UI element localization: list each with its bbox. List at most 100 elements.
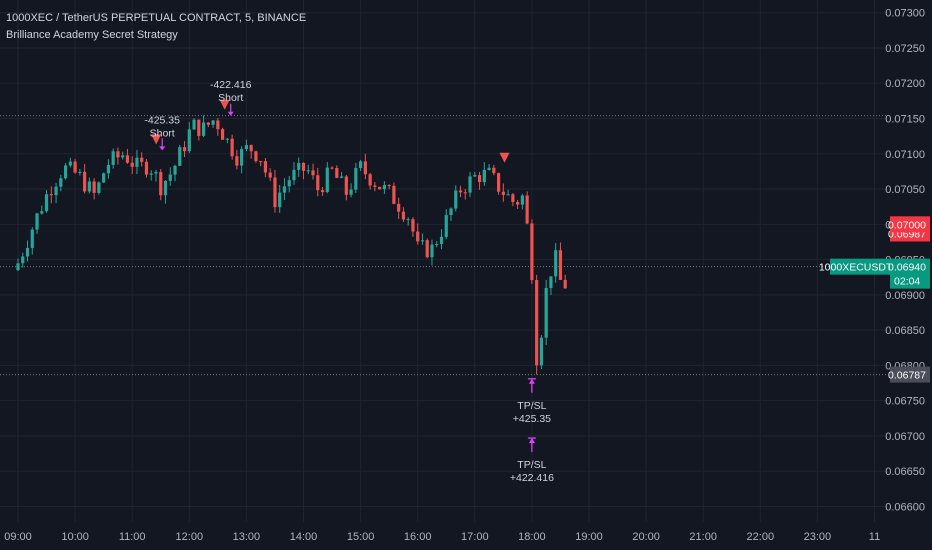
candle	[330, 167, 334, 169]
candle	[344, 176, 348, 195]
candle	[501, 191, 505, 195]
candle	[301, 162, 306, 171]
symbol-title[interactable]: 1000XEC / TetherUS PERPETUAL CONTRACT, 5…	[6, 12, 307, 24]
candle	[544, 287, 548, 338]
x-tick-label: 09:00	[4, 531, 32, 543]
tpsl-label: TP/SL	[517, 459, 546, 471]
x-tick-label: 16:00	[404, 531, 432, 543]
candle	[539, 337, 544, 366]
candle	[154, 172, 158, 174]
signal-sub: Short	[150, 127, 175, 139]
candle	[454, 190, 458, 209]
price-label-text: 0.06787	[888, 370, 926, 382]
x-tick-label: 18:00	[518, 531, 546, 543]
candle	[420, 240, 425, 242]
candle	[63, 165, 68, 179]
candle	[506, 194, 510, 196]
x-axis: 09:00 10:00 11:00 12:00 13:00 14:00 15:00 16:00…	[4, 531, 880, 543]
candle	[254, 151, 258, 162]
candle	[116, 151, 120, 158]
x-tick-label: 20:00	[632, 531, 660, 543]
candle	[30, 229, 34, 248]
candle	[168, 174, 172, 181]
candle	[249, 145, 253, 152]
signal-sub: Short	[218, 92, 243, 104]
candle	[59, 178, 63, 187]
candle	[49, 194, 53, 196]
candle	[425, 240, 429, 258]
candle	[221, 129, 225, 140]
candle	[463, 192, 467, 194]
x-tick-label: 11	[869, 531, 880, 543]
price-label-bg	[890, 258, 930, 289]
x-tick-label: 11:00	[119, 531, 146, 543]
candle	[278, 192, 282, 208]
candle	[306, 170, 310, 172]
candle	[78, 171, 82, 173]
candle	[149, 173, 153, 175]
price-label-text: 0.06940	[888, 262, 926, 274]
candle	[206, 122, 210, 125]
candle	[144, 161, 149, 175]
grid	[0, 0, 886, 522]
short-triangle-icon	[499, 152, 510, 163]
candle	[282, 186, 287, 193]
candle	[92, 181, 96, 193]
tpsl-sub: +425.35	[513, 413, 551, 425]
candle	[354, 168, 358, 190]
indicator-name[interactable]: Brilliance Academy Secret Strategy	[6, 29, 178, 41]
candles	[16, 115, 567, 375]
y-tick-label: 0.07150	[885, 114, 925, 126]
candle	[211, 120, 215, 125]
price-label-text: 0.07000	[888, 219, 926, 231]
candle	[87, 181, 91, 192]
x-tick-label: 13:00	[233, 531, 261, 543]
candle	[240, 149, 244, 166]
chart-legend: 1000XEC / TetherUS PERPETUAL CONTRACT, 5…	[6, 10, 306, 44]
candle	[406, 219, 410, 221]
candle	[492, 167, 496, 174]
y-tick-label: 0.07100	[885, 149, 925, 161]
candle	[349, 189, 353, 195]
countdown-text: 02:04	[894, 276, 920, 288]
candle	[335, 167, 339, 178]
y-tick-label: 0.07200	[885, 78, 925, 90]
candle	[430, 244, 434, 258]
candle	[292, 169, 296, 181]
tpsl-arrow-head-icon	[528, 438, 535, 444]
signal-label: -425.35	[144, 114, 180, 126]
price-label: 0.07000	[888, 216, 930, 233]
candle	[554, 250, 558, 277]
candle	[97, 182, 101, 193]
candle	[444, 215, 448, 237]
x-tick-label: 10:00	[61, 531, 89, 543]
candle	[378, 186, 382, 190]
y-tick-label: 0.07250	[885, 43, 925, 55]
candle	[468, 176, 472, 193]
candle	[35, 213, 39, 230]
candle	[40, 211, 44, 214]
candle	[520, 195, 524, 205]
candle	[268, 172, 272, 178]
y-tick-label: 0.06900	[885, 290, 925, 302]
candle	[140, 157, 144, 162]
candle	[359, 161, 363, 169]
x-tick-label: 15:00	[347, 531, 375, 543]
candle	[392, 185, 396, 204]
candle	[83, 171, 87, 192]
candle	[182, 147, 187, 152]
exit-arrow-head-icon	[159, 146, 166, 151]
candle	[397, 203, 401, 212]
symbol-tag-bg	[830, 258, 890, 275]
price-label-bg	[890, 366, 930, 383]
candle	[106, 164, 111, 174]
candle	[21, 256, 25, 264]
candle	[482, 169, 486, 183]
candle	[173, 165, 177, 175]
candle	[68, 161, 72, 166]
candle	[287, 180, 291, 187]
price-label-bg	[890, 216, 930, 233]
